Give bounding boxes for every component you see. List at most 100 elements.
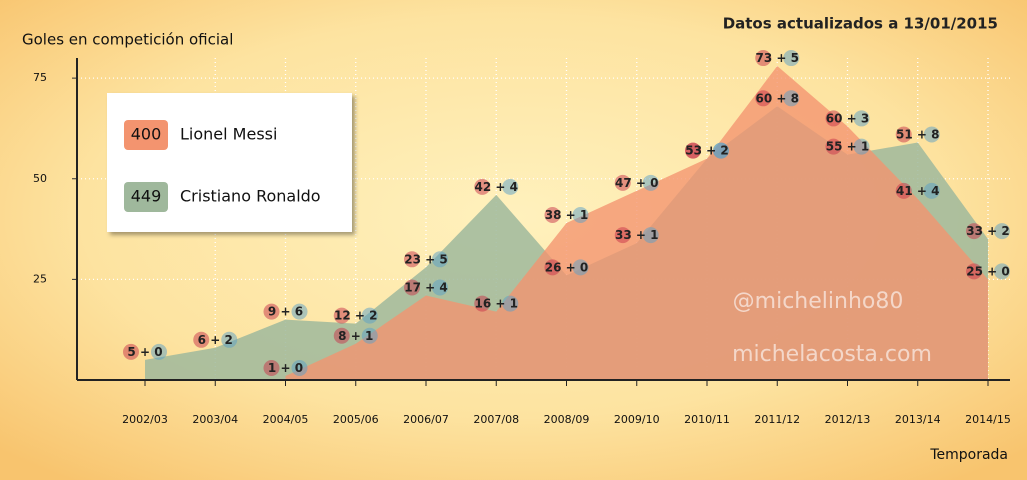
x-tick-label: 2012/13 xyxy=(825,413,871,426)
national-badge xyxy=(221,331,238,348)
data-label: 5 + 0 xyxy=(127,344,162,358)
club-badge xyxy=(895,182,912,199)
national-goals: 5 xyxy=(791,51,799,65)
national-goals: 1 xyxy=(580,208,588,222)
separator: + xyxy=(842,139,860,153)
club-goals: 12 xyxy=(334,308,351,322)
separator: + xyxy=(561,208,579,222)
national-goals: 0 xyxy=(650,175,658,189)
club-goals: 38 xyxy=(545,208,562,222)
club-goals: 1 xyxy=(268,360,276,374)
club-badge xyxy=(966,263,982,280)
club-badge xyxy=(123,343,139,360)
club-goals: 8 xyxy=(338,328,346,342)
x-tick-label: 2005/06 xyxy=(333,413,379,426)
national-badge xyxy=(432,279,448,296)
club-goals: 33 xyxy=(966,224,983,238)
national-badge xyxy=(994,263,1010,280)
club-goals: 6 xyxy=(198,332,206,346)
club-badge xyxy=(544,207,561,224)
national-goals: 1 xyxy=(510,296,518,310)
club-badge xyxy=(474,178,491,195)
data-label: 25 + 0 xyxy=(966,264,1009,278)
watermark: michelacosta.com xyxy=(732,342,932,367)
national-goals: 4 xyxy=(439,280,447,294)
separator: + xyxy=(913,183,931,197)
national-goals: 2 xyxy=(1001,224,1009,238)
club-badge xyxy=(544,259,561,276)
club-goals: 26 xyxy=(545,260,562,274)
data-label: 1 + 0 xyxy=(268,360,303,374)
national-goals: 8 xyxy=(931,127,939,141)
x-tick-label: 2010/11 xyxy=(684,413,730,426)
legend-swatch xyxy=(124,120,168,150)
national-badge xyxy=(572,207,589,224)
club-badge xyxy=(404,279,420,296)
national-badge xyxy=(432,251,448,268)
national-badge xyxy=(151,343,167,360)
data-label: 60 + 8 xyxy=(756,91,799,105)
legend: 400 Lionel Messi 449 Cristiano Ronaldo xyxy=(107,93,352,232)
national-goals: 5 xyxy=(439,252,447,266)
national-goals: 1 xyxy=(861,139,869,153)
separator: + xyxy=(347,328,365,342)
club-goals: 33 xyxy=(615,228,632,242)
national-badge xyxy=(642,174,659,191)
data-label: 42 + 4 xyxy=(475,179,518,193)
data-label: 51 + 8 xyxy=(896,127,939,141)
data-label: 6 + 2 xyxy=(198,332,233,346)
club-goals: 73 xyxy=(756,51,773,65)
national-goals: 2 xyxy=(224,332,232,346)
x-tick-label: 2003/04 xyxy=(192,413,238,426)
data-label: 47 + 0 xyxy=(615,175,658,189)
national-goals: 1 xyxy=(365,328,373,342)
data-label: 12 + 2 xyxy=(334,308,377,322)
club-badge xyxy=(404,251,420,268)
club-goals: 47 xyxy=(615,175,632,189)
separator: + xyxy=(421,280,439,294)
y-tick-label: 25 xyxy=(33,272,47,285)
national-goals: 2 xyxy=(720,143,728,157)
club-goals: 5 xyxy=(127,344,135,358)
data-label: 8 + 1 xyxy=(338,328,373,342)
area xyxy=(285,66,988,381)
national-badge xyxy=(783,50,800,67)
club-goals: 42 xyxy=(475,179,492,193)
data-label: 26 + 0 xyxy=(545,260,588,274)
x-tick-label: 2004/05 xyxy=(263,413,309,426)
club-goals: 41 xyxy=(896,183,913,197)
national-goals: 8 xyxy=(791,91,799,105)
national-goals: 4 xyxy=(931,183,939,197)
club-goals: 55 xyxy=(826,139,843,153)
data-label: 55 + 1 xyxy=(826,139,869,153)
club-badge xyxy=(895,126,912,143)
club-goals: 51 xyxy=(896,127,913,141)
club-badge xyxy=(825,110,842,127)
club-badge xyxy=(614,174,631,191)
national-goals: 6 xyxy=(295,304,303,318)
separator: + xyxy=(632,175,650,189)
legend-swatch xyxy=(124,182,168,212)
club-goals: 53 xyxy=(685,143,702,157)
national-badge xyxy=(853,110,870,127)
separator: + xyxy=(632,228,650,242)
separator: + xyxy=(491,179,509,193)
legend-total: 449 xyxy=(131,187,162,206)
legend-total: 400 xyxy=(131,125,162,144)
national-badge xyxy=(923,182,940,199)
national-badge xyxy=(853,138,870,155)
data-label: 17 + 4 xyxy=(404,280,447,294)
national-badge xyxy=(923,126,940,143)
national-badge xyxy=(994,223,1010,240)
legend-label: Cristiano Ronaldo xyxy=(180,187,321,206)
separator: + xyxy=(913,127,931,141)
national-badge xyxy=(361,327,378,344)
club-badge xyxy=(193,331,210,348)
club-badge xyxy=(333,307,350,324)
national-goals: 0 xyxy=(154,344,162,358)
club-badge xyxy=(333,327,350,344)
national-goals: 2 xyxy=(369,308,377,322)
separator: + xyxy=(491,296,509,310)
separator: + xyxy=(276,304,294,318)
